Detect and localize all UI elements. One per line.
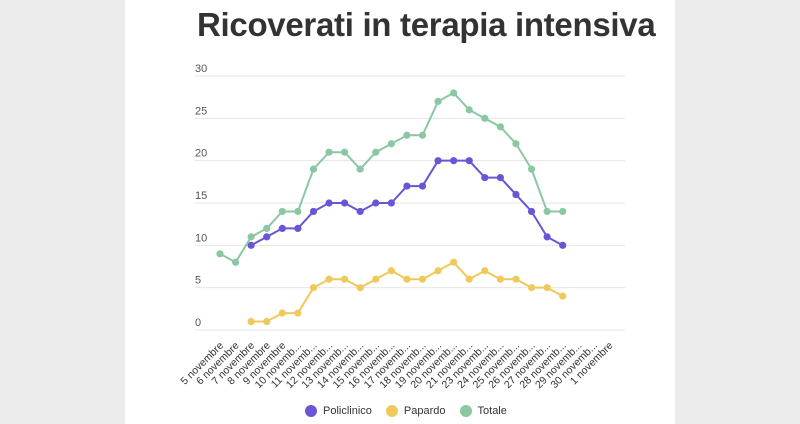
data-point-totale-4: [278, 207, 286, 216]
legend-marker-policlinico: [305, 405, 317, 417]
data-point-totale-1: [231, 258, 240, 266]
data-point-papardo-12: [403, 275, 411, 283]
data-point-papardo-6: [309, 284, 318, 292]
data-point-papardo-13: [418, 275, 427, 283]
data-point-policlinico-10: [372, 199, 380, 207]
data-point-papardo-21: [543, 284, 551, 292]
data-point-papardo-17: [481, 267, 489, 275]
data-point-policlinico-12: [403, 182, 411, 190]
data-point-totale-12: [403, 131, 411, 139]
data-point-policlinico-17: [481, 174, 489, 182]
data-point-policlinico-21: [543, 233, 551, 241]
data-point-totale-9: [356, 165, 364, 173]
data-point-totale-7: [325, 148, 333, 156]
data-point-papardo-14: [434, 267, 442, 275]
data-point-papardo-18: [496, 275, 504, 283]
chart-title: Ricoverati in terapia intensiva: [197, 6, 656, 43]
data-point-totale-2: [247, 233, 255, 241]
data-point-totale-6: [309, 165, 318, 173]
legend-label-totale: Totale: [477, 405, 507, 417]
data-point-totale-3: [263, 224, 271, 232]
data-point-papardo-20: [527, 284, 536, 292]
data-point-totale-5: [294, 207, 302, 216]
data-point-papardo-11: [387, 267, 395, 275]
data-point-totale-14: [434, 97, 442, 105]
data-point-totale-22: [559, 207, 567, 216]
data-point-policlinico-18: [496, 174, 504, 182]
data-point-policlinico-15: [450, 157, 458, 165]
data-point-papardo-3: [263, 317, 271, 326]
y-tick-label-30: 30: [195, 63, 207, 75]
data-point-totale-17: [481, 114, 489, 122]
data-point-papardo-9: [356, 284, 364, 292]
legend-item-policlinico[interactable]: Policlinico: [305, 405, 372, 417]
data-point-papardo-10: [372, 275, 380, 283]
data-point-totale-10: [372, 148, 380, 156]
data-point-policlinico-19: [512, 190, 520, 199]
y-tick-label-15: 15: [195, 190, 207, 202]
legend-label-policlinico: Policlinico: [323, 405, 372, 417]
data-point-totale-8: [341, 148, 349, 156]
data-point-policlinico-9: [356, 207, 364, 216]
chart-legend: Policlinico Papardo Totale: [305, 405, 507, 417]
legend-marker-papardo: [385, 405, 398, 417]
data-point-totale-19: [512, 140, 520, 148]
y-tick-label-20: 20: [195, 148, 207, 160]
data-point-policlinico-4: [278, 224, 286, 232]
data-point-policlinico-5: [294, 224, 302, 232]
data-point-policlinico-16: [465, 157, 473, 165]
data-point-totale-16: [465, 106, 473, 114]
legend-label-papardo: Papardo: [403, 405, 446, 417]
data-point-policlinico-8: [341, 199, 349, 207]
legend-marker-totale: [459, 405, 472, 417]
data-point-policlinico-6: [309, 207, 318, 216]
data-point-totale-20: [527, 165, 536, 173]
data-point-totale-21: [543, 207, 551, 216]
data-point-papardo-22: [559, 292, 567, 300]
chart-card: Ricoverati in terapia intensiva 0 5 10 15 20…: [125, 0, 675, 424]
data-point-policlinico-13: [418, 182, 427, 190]
data-point-papardo-8: [341, 275, 349, 283]
data-point-papardo-15: [450, 258, 458, 266]
y-tick-label-5: 5: [195, 275, 201, 287]
data-point-policlinico-14: [434, 157, 442, 165]
data-point-totale-13: [418, 131, 427, 139]
y-tick-label-10: 10: [195, 232, 207, 244]
data-point-policlinico-3: [263, 233, 271, 241]
data-point-papardo-7: [325, 275, 333, 283]
data-point-papardo-19: [512, 275, 520, 283]
data-point-papardo-5: [294, 309, 302, 317]
y-tick-label-0: 0: [195, 317, 201, 329]
data-point-totale-15: [450, 89, 458, 97]
data-point-papardo-16: [465, 275, 473, 283]
data-point-policlinico-20: [527, 207, 536, 216]
legend-item-papardo[interactable]: Papardo: [385, 405, 446, 417]
data-point-policlinico-2: [247, 241, 255, 249]
data-point-totale-0: [216, 250, 224, 258]
data-point-policlinico-11: [387, 199, 395, 207]
data-point-papardo-4: [278, 309, 286, 317]
data-point-policlinico-7: [325, 199, 333, 207]
y-tick-label-25: 25: [195, 105, 207, 117]
data-point-totale-11: [387, 140, 395, 148]
data-point-papardo-2: [247, 317, 255, 326]
data-point-totale-18: [496, 123, 504, 131]
legend-item-totale[interactable]: Totale: [459, 405, 507, 417]
data-point-policlinico-22: [559, 241, 567, 249]
